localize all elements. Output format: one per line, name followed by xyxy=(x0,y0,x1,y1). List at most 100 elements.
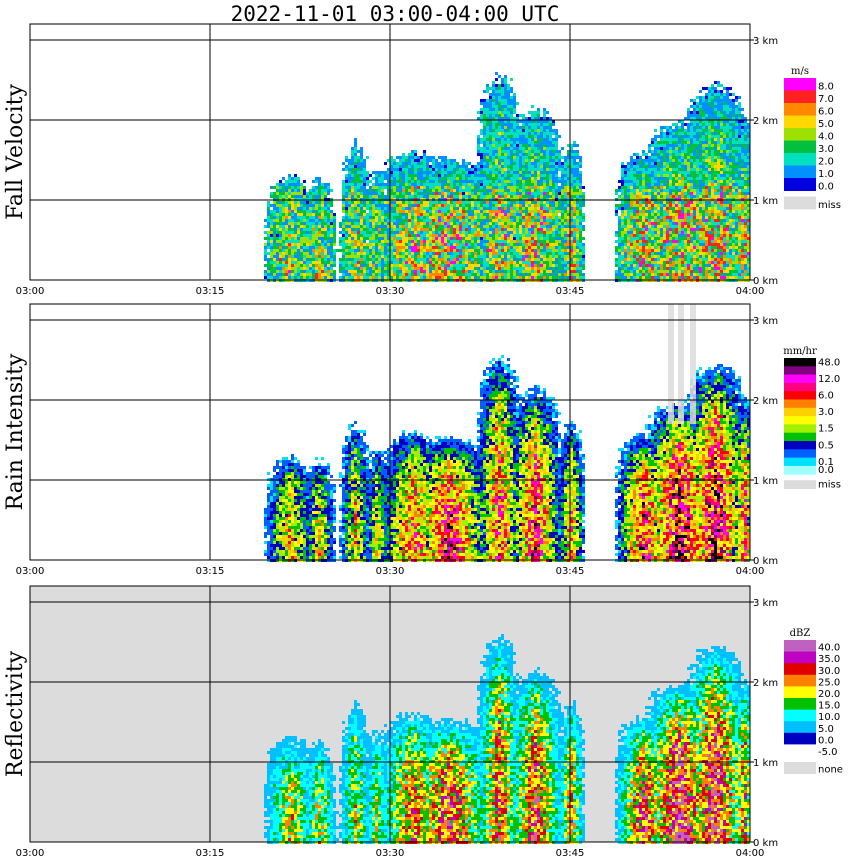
colorbar-swatch xyxy=(784,416,816,425)
panel-title: Rain Intensity xyxy=(3,353,28,510)
colorbar-label: 8.0 xyxy=(818,82,834,93)
height-tick-label: 1 km xyxy=(753,196,778,207)
time-tick-label: 03:15 xyxy=(196,286,225,297)
colorbar-label: 10.0 xyxy=(818,712,840,723)
colorbar-swatch xyxy=(784,407,816,417)
colorbar-swatch xyxy=(784,382,816,392)
colorbar-swatch xyxy=(784,366,816,376)
colorbar-swatch xyxy=(784,441,816,450)
colorbar-swatch xyxy=(784,651,816,664)
colorbar-swatch xyxy=(784,744,816,757)
colorbar-swatch xyxy=(784,449,816,459)
colorbar-swatch xyxy=(784,78,816,91)
panel-2: 0 km 1 km 2 km 3 km 03:00 03:15 03:30 03:45 04:0… xyxy=(3,585,843,859)
panel-title: Fall Velocity xyxy=(3,84,28,220)
time-tick-label: 03:30 xyxy=(376,286,405,297)
colorbar: dBZ 40.035.030.025.020.015.010.05.00.0-5.… xyxy=(784,628,843,776)
colorbar-swatch xyxy=(784,663,816,676)
time-tick-label: 04:00 xyxy=(736,286,765,297)
colorbar-unit: mm/hr xyxy=(783,346,817,357)
colorbar-label: miss xyxy=(818,480,841,491)
colorbar-label: 15.0 xyxy=(818,701,840,712)
colorbar-label: 1.5 xyxy=(818,424,834,435)
colorbar-label: 0.0 xyxy=(818,465,834,476)
colorbar-label: 40.0 xyxy=(818,643,840,654)
colorbar-swatch xyxy=(784,674,816,687)
height-tick-label: 1 km xyxy=(753,476,778,487)
missing-data-strip xyxy=(678,304,684,424)
height-tick-label: 3 km xyxy=(753,36,778,47)
plot-frame xyxy=(29,585,751,843)
colorbar-swatch xyxy=(784,140,816,154)
colorbar-swatch xyxy=(784,115,816,129)
colorbar-swatch xyxy=(784,153,816,166)
colorbar-label: 0.0 xyxy=(818,182,834,193)
colorbar-label: 25.0 xyxy=(818,677,840,688)
height-tick-label: 0 km xyxy=(753,556,778,567)
colorbar-label: 48.0 xyxy=(818,357,840,368)
time-tick-label: 03:00 xyxy=(16,848,45,859)
colorbar-swatch xyxy=(784,465,816,475)
colorbar-label: 0.5 xyxy=(818,440,834,451)
echo-field xyxy=(264,72,750,282)
colorbar-label: 7.0 xyxy=(818,94,834,105)
colorbar-label: 2.0 xyxy=(818,157,834,168)
height-tick-label: 2 km xyxy=(753,678,778,689)
colorbar-label: 20.0 xyxy=(818,689,840,700)
colorbar-label: 1.0 xyxy=(818,169,834,180)
colorbar-swatch xyxy=(784,391,816,400)
height-tick-label: 1 km xyxy=(753,758,778,769)
chart-title: 2022-11-01 03:00-04:00 UTC xyxy=(0,0,790,28)
colorbar-swatch xyxy=(784,424,816,434)
colorbar-swatch xyxy=(784,721,816,734)
echo-field xyxy=(264,355,750,562)
colorbar-swatch xyxy=(784,480,816,489)
height-tick-label: 2 km xyxy=(753,396,778,407)
colorbar-swatch xyxy=(784,640,816,653)
colorbar-swatch xyxy=(784,103,816,116)
plot-frame xyxy=(29,23,751,281)
colorbar-swatch xyxy=(784,358,816,367)
colorbar-label: 5.0 xyxy=(818,119,834,130)
colorbar-unit: m/s xyxy=(791,66,809,77)
height-tick-label: 3 km xyxy=(753,316,778,327)
colorbar-swatch xyxy=(784,165,816,179)
colorbar-label: 6.0 xyxy=(818,107,834,118)
missing-data-strip xyxy=(690,304,696,424)
colorbar-swatch xyxy=(784,457,816,467)
time-tick-label: 03:00 xyxy=(16,566,45,577)
height-tick-label: 0 km xyxy=(753,276,778,287)
panel-title: Reflectivity xyxy=(3,650,28,777)
colorbar-swatch xyxy=(784,686,816,699)
height-tick-label: 0 km xyxy=(753,838,778,849)
plot-frame xyxy=(29,303,751,561)
colorbar-swatch xyxy=(784,709,816,722)
colorbar-label: 3.0 xyxy=(818,407,834,418)
colorbar-label: 4.0 xyxy=(818,132,834,143)
colorbar-label: 30.0 xyxy=(818,666,840,677)
time-tick-label: 03:15 xyxy=(196,848,225,859)
colorbar-unit: dBZ xyxy=(790,628,811,639)
colorbar-swatch xyxy=(784,732,816,745)
colorbar-label: -5.0 xyxy=(818,747,838,758)
time-tick-label: 03:00 xyxy=(16,286,45,297)
time-tick-label: 03:30 xyxy=(376,848,405,859)
time-tick-label: 04:00 xyxy=(736,848,765,859)
time-tick-label: 03:45 xyxy=(556,566,585,577)
panel-0: 0 km 1 km 2 km 3 km 03:00 03:15 03:30 03:45 04:0… xyxy=(3,23,841,297)
time-tick-label: 04:00 xyxy=(736,566,765,577)
colorbar-label: 6.0 xyxy=(818,391,834,402)
colorbar-label: 35.0 xyxy=(818,654,840,665)
colorbar-swatch xyxy=(784,128,816,141)
colorbar-label: 0.1 xyxy=(818,457,834,468)
panel-1: 0 km 1 km 2 km 3 km 03:00 03:15 03:30 03:45 04:0… xyxy=(3,303,841,577)
colorbar-swatch xyxy=(784,90,816,104)
colorbar-label: 5.0 xyxy=(818,724,834,735)
colorbar-label: 3.0 xyxy=(818,144,834,155)
colorbar-swatch xyxy=(784,196,816,210)
height-tick-label: 3 km xyxy=(753,598,778,609)
height-tick-label: 2 km xyxy=(753,116,778,127)
colorbar-label: miss xyxy=(818,200,841,211)
